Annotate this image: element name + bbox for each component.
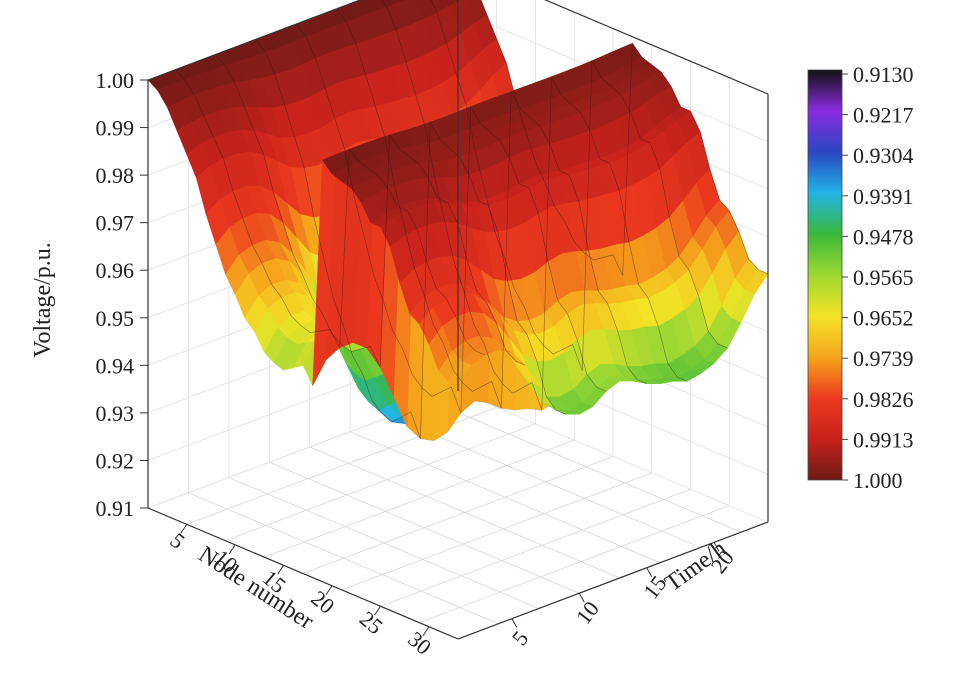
axes-frame <box>147 0 769 640</box>
colorbar-label: 0.9913 <box>853 427 914 452</box>
z-tick-label: 0.93 <box>96 401 135 426</box>
x-tick-mark <box>422 626 430 636</box>
axis-line <box>457 521 769 640</box>
surface-contour <box>430 0 728 371</box>
x-tick-mark <box>277 565 285 575</box>
z-tick-label: 0.92 <box>96 448 135 473</box>
colorbar-label: 0.9217 <box>853 103 914 128</box>
surface-contour <box>381 0 688 411</box>
z-tick-label: 0.94 <box>96 353 135 378</box>
colorbar-label: 0.9826 <box>853 387 914 412</box>
z-tick-label: 0.99 <box>96 116 135 141</box>
surface-contour <box>336 8 647 409</box>
y-tick-label: 5 <box>507 626 533 650</box>
axis-line <box>147 0 362 81</box>
floor-gridline <box>341 472 652 591</box>
floor-gridline <box>390 416 701 548</box>
surface-contour <box>255 39 566 439</box>
colorbar-label: 0.9130 <box>853 62 914 87</box>
floor-gridline <box>302 456 614 574</box>
z-axis-title: Voltage/p.u. <box>30 242 56 358</box>
colorbar <box>807 69 843 481</box>
colorbar-label: 0.9565 <box>853 265 914 290</box>
y-tick-mark <box>646 567 653 578</box>
floor-gridline <box>269 461 580 594</box>
colorbar-labels: 0.9130 0.9217 0.9304 0.9391 0.9478 0.9565 0.96… <box>842 62 914 493</box>
surface-contour <box>215 54 526 368</box>
floor-gridline <box>380 488 691 607</box>
colorbar-label: 0.9739 <box>853 346 914 371</box>
x-tick-mark <box>228 544 236 555</box>
surface-contour <box>480 0 769 276</box>
surface-contour <box>174 69 486 356</box>
surface-patch <box>447 0 461 6</box>
floor-gridline <box>225 423 536 542</box>
x-tick-mark <box>325 585 333 596</box>
floor-gridline <box>350 431 661 564</box>
y-tick-mark <box>511 618 518 628</box>
z-tick-label: 1.00 <box>96 68 135 93</box>
floor-gridline <box>430 400 742 533</box>
colorbar-label: 0.9391 <box>853 184 914 209</box>
floor-gridline <box>188 492 499 625</box>
x-tick-label: 30 <box>403 626 436 659</box>
z-tick-label: 0.91 <box>96 496 135 521</box>
colorbar-label: 1.000 <box>853 468 903 493</box>
voltage-surface <box>147 0 769 442</box>
colorbar-label: 0.9478 <box>853 224 914 249</box>
x-tick-mark <box>374 605 381 616</box>
floor-gridline <box>264 439 575 558</box>
z-axis-ticks: 0.91 0.92 0.93 0.94 0.95 0.96 0.97 0.98 0.99 1.00 <box>96 68 148 521</box>
colorbar-label: 0.9304 <box>853 143 914 168</box>
surface-contour <box>296 23 607 414</box>
z-tick-label: 0.97 <box>96 211 135 236</box>
y-tick-label: 10 <box>571 596 604 629</box>
floor-grid <box>147 390 769 640</box>
floor-gridline <box>228 477 540 609</box>
floor-gridline <box>419 505 730 623</box>
z-tick-label: 0.98 <box>96 163 135 188</box>
colorbar-label: 0.9652 <box>853 306 914 331</box>
z-tick-label: 0.96 <box>96 258 135 283</box>
x-tick-label: 5 <box>165 528 189 554</box>
x-tick-mark <box>180 524 188 534</box>
axis-line <box>544 0 769 95</box>
floor-gridline <box>309 446 620 579</box>
y-tick-mark <box>713 542 720 552</box>
surface-patch <box>447 360 472 386</box>
x-tick-label: 25 <box>355 606 388 639</box>
y-tick-mark <box>578 592 585 603</box>
z-tick-label: 0.95 <box>96 306 135 331</box>
axis-line <box>147 507 459 640</box>
